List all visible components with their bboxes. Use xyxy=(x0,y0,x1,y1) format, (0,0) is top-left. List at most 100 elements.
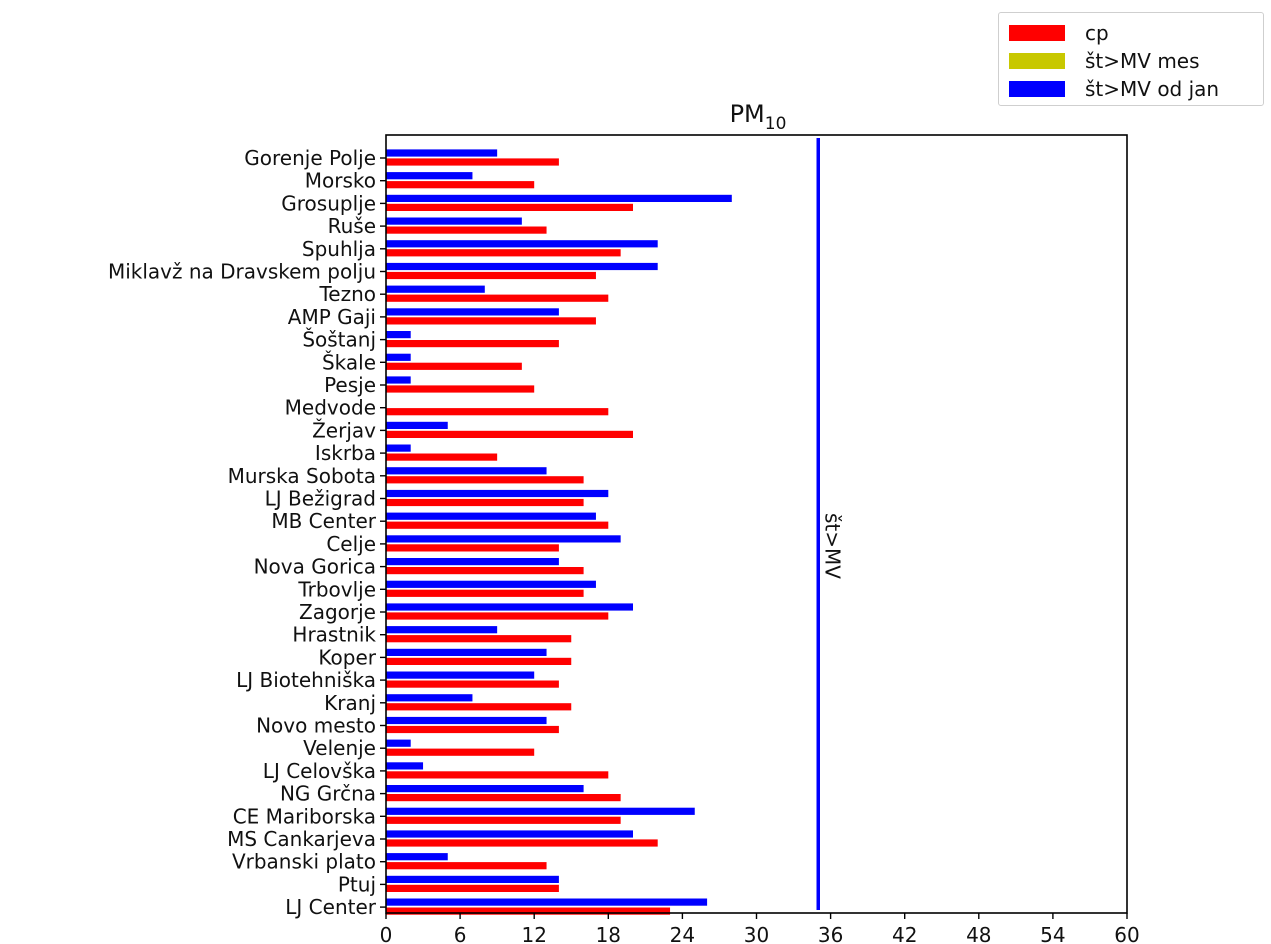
x-tick-label: 54 xyxy=(1040,923,1065,944)
bar-cp xyxy=(386,567,584,575)
bar-st-mv-od-jan xyxy=(386,807,695,815)
bar-cp xyxy=(386,862,547,870)
y-tick-label: Žerjav xyxy=(312,418,376,442)
y-tick-label: MS Cankarjeva xyxy=(227,827,376,851)
bar-cp xyxy=(386,294,609,302)
bar-st-mv-od-jan xyxy=(386,512,596,520)
x-tick-label: 36 xyxy=(818,923,843,944)
y-tick-label: NG Grčna xyxy=(280,782,376,806)
bar-cp xyxy=(386,226,547,234)
y-tick-label: Tezno xyxy=(318,282,376,306)
x-tick-label: 60 xyxy=(1114,923,1139,944)
bar-cp xyxy=(386,907,671,915)
bar-cp xyxy=(386,839,658,847)
legend-label-st-mv-od-jan: št>MV od jan xyxy=(1085,77,1220,101)
bar-cp xyxy=(386,362,522,370)
y-tick-label: Škale xyxy=(322,350,376,374)
y-tick-label: Morsko xyxy=(305,169,376,193)
bar-cp xyxy=(386,725,559,734)
y-tick-label: Šoštanj xyxy=(302,328,376,352)
y-tick-label: Celje xyxy=(326,532,376,556)
bar-st-mv-od-jan xyxy=(386,149,498,157)
bar-cp xyxy=(386,816,621,824)
bar-cp xyxy=(386,249,621,257)
y-tick-label: LJ Center xyxy=(285,895,376,919)
bar-cp xyxy=(386,453,498,461)
bar-cp xyxy=(386,748,535,756)
y-tick-label: LJ Biotehniška xyxy=(236,668,376,692)
y-tick-label: AMP Gaji xyxy=(288,305,376,329)
bar-cp xyxy=(386,544,559,552)
bar-st-mv-od-jan xyxy=(386,376,411,384)
y-tick-label: Medvode xyxy=(285,396,376,420)
bar-cp xyxy=(386,612,609,620)
y-tick-label: MB Center xyxy=(271,509,376,533)
chart-title-subscript: 10 xyxy=(765,114,787,134)
legend-label-cp: cp xyxy=(1085,21,1109,45)
bar-st-mv-od-jan xyxy=(386,172,473,180)
legend-label-st-mv-mes: št>MV mes xyxy=(1085,49,1200,73)
bar-st-mv-od-jan xyxy=(386,762,424,770)
x-tick-label: 48 xyxy=(966,923,991,944)
y-tick-label: Ptuj xyxy=(338,872,376,896)
y-tick-label: Iskrba xyxy=(315,441,376,465)
y-tick-label: Koper xyxy=(318,645,376,669)
bar-st-mv-od-jan xyxy=(386,467,547,475)
bar-st-mv-od-jan xyxy=(386,353,411,361)
bar-st-mv-od-jan xyxy=(386,444,411,452)
legend: cp št>MV mes št>MV od jan xyxy=(998,12,1264,106)
x-tick-label: 24 xyxy=(670,923,695,944)
bar-st-mv-od-jan xyxy=(386,853,448,861)
y-tick-label: Trbovlje xyxy=(297,577,376,601)
y-tick-label: LJ Bežigrad xyxy=(265,487,376,511)
bar-st-mv-od-jan xyxy=(386,331,411,339)
bar-cp xyxy=(386,340,559,348)
y-tick-label: Novo mesto xyxy=(256,714,376,738)
bar-cp xyxy=(386,430,633,438)
bar-cp xyxy=(386,181,535,189)
y-tick-label: Vrbanski plato xyxy=(232,850,376,874)
bar-st-mv-od-jan xyxy=(386,262,658,271)
bar-st-mv-od-jan xyxy=(386,875,559,883)
bar-st-mv-od-jan xyxy=(386,285,485,293)
y-tick-label: Hrastnik xyxy=(292,623,376,647)
chart-title: PM10 xyxy=(730,100,787,134)
bar-st-mv-od-jan xyxy=(386,648,547,656)
bar-cp xyxy=(386,771,609,779)
bar-cp xyxy=(386,476,584,484)
legend-swatch-st-mv-mes xyxy=(1009,53,1065,69)
y-tick-label: Ruše xyxy=(328,214,376,238)
x-tick-label: 42 xyxy=(892,923,917,944)
y-tick-label: Velenje xyxy=(303,736,376,760)
y-tick-label: CE Mariborska xyxy=(233,804,376,828)
bar-st-mv-od-jan xyxy=(386,671,535,679)
bar-st-mv-od-jan xyxy=(386,898,708,906)
bar-st-mv-od-jan xyxy=(386,694,473,702)
y-tick-label: Miklavž na Dravskem polju xyxy=(108,260,376,284)
bar-cp xyxy=(386,657,572,665)
y-tick-label: LJ Celovška xyxy=(263,759,376,783)
legend-item-cp: cp xyxy=(1009,21,1109,45)
bar-cp xyxy=(386,521,609,529)
bar-st-mv-od-jan xyxy=(386,535,621,543)
x-tick-label: 12 xyxy=(521,923,546,944)
x-tick-label: 6 xyxy=(454,923,467,944)
y-tick-label: Grosuplje xyxy=(281,191,376,215)
bar-st-mv-od-jan xyxy=(386,785,584,793)
bar-cp xyxy=(386,635,572,643)
chart-title-main: PM xyxy=(730,100,765,128)
bar-st-mv-od-jan xyxy=(386,830,633,838)
x-tick-label: 18 xyxy=(596,923,621,944)
bar-cp xyxy=(386,703,572,711)
bar-st-mv-od-jan xyxy=(386,580,596,588)
bar-cp xyxy=(386,385,535,393)
y-tick-label: Murska Sobota xyxy=(228,464,376,488)
y-tick-label: Nova Gorica xyxy=(254,555,376,579)
bar-cp xyxy=(386,680,559,688)
legend-swatch-st-mv-od-jan xyxy=(1009,81,1065,97)
bar-cp xyxy=(386,884,559,892)
bar-cp xyxy=(386,794,621,802)
bar-st-mv-od-jan xyxy=(386,240,658,248)
legend-item-st-mv-mes: št>MV mes xyxy=(1009,49,1200,73)
